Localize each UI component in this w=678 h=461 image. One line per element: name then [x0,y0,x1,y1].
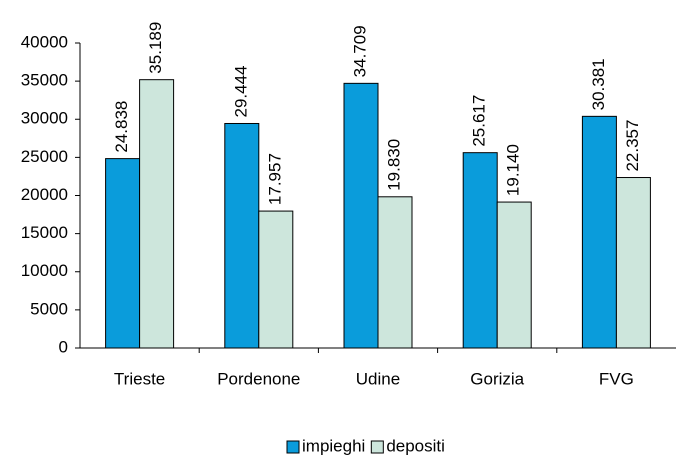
bar [224,122,260,349]
bar [615,177,651,349]
bar [581,115,617,349]
y-tick-label: 25000 [21,147,68,166]
data-label: 30.381 [589,58,608,110]
bar [105,158,141,349]
legend-swatch [286,440,300,454]
data-label: 34.709 [350,25,369,77]
data-label: 19.830 [384,139,403,191]
legend-swatch [370,440,384,454]
data-label: 19.140 [504,144,523,196]
bar [462,152,498,349]
y-tick-label: 15000 [21,223,68,242]
x-tick-label: Gorizia [470,369,524,388]
x-tick-label: Pordenone [217,369,300,388]
x-tick-label: Trieste [114,369,165,388]
data-label: 22.357 [623,120,642,172]
y-tick-label: 0 [59,337,68,356]
data-label: 25.617 [470,95,489,147]
data-label: 35.189 [146,22,165,74]
x-tick-label: FVG [599,369,634,388]
y-tick-label: 10000 [21,261,68,280]
x-tick-label: Udine [356,369,400,388]
legend-label: depositi [386,436,445,455]
y-tick-label: 40000 [21,32,68,51]
legend-label: impieghi [302,436,365,455]
y-tick-label: 5000 [30,299,68,318]
bar [139,79,175,349]
bar [258,210,294,349]
y-tick-label: 20000 [21,185,68,204]
data-label: 17.957 [265,153,284,205]
bar [496,201,532,349]
y-tick-label: 30000 [21,109,68,128]
y-tick-label: 35000 [21,71,68,90]
bar [377,196,413,349]
data-label: 24.838 [112,101,131,153]
bar [343,82,379,349]
data-label: 29.444 [231,65,250,117]
